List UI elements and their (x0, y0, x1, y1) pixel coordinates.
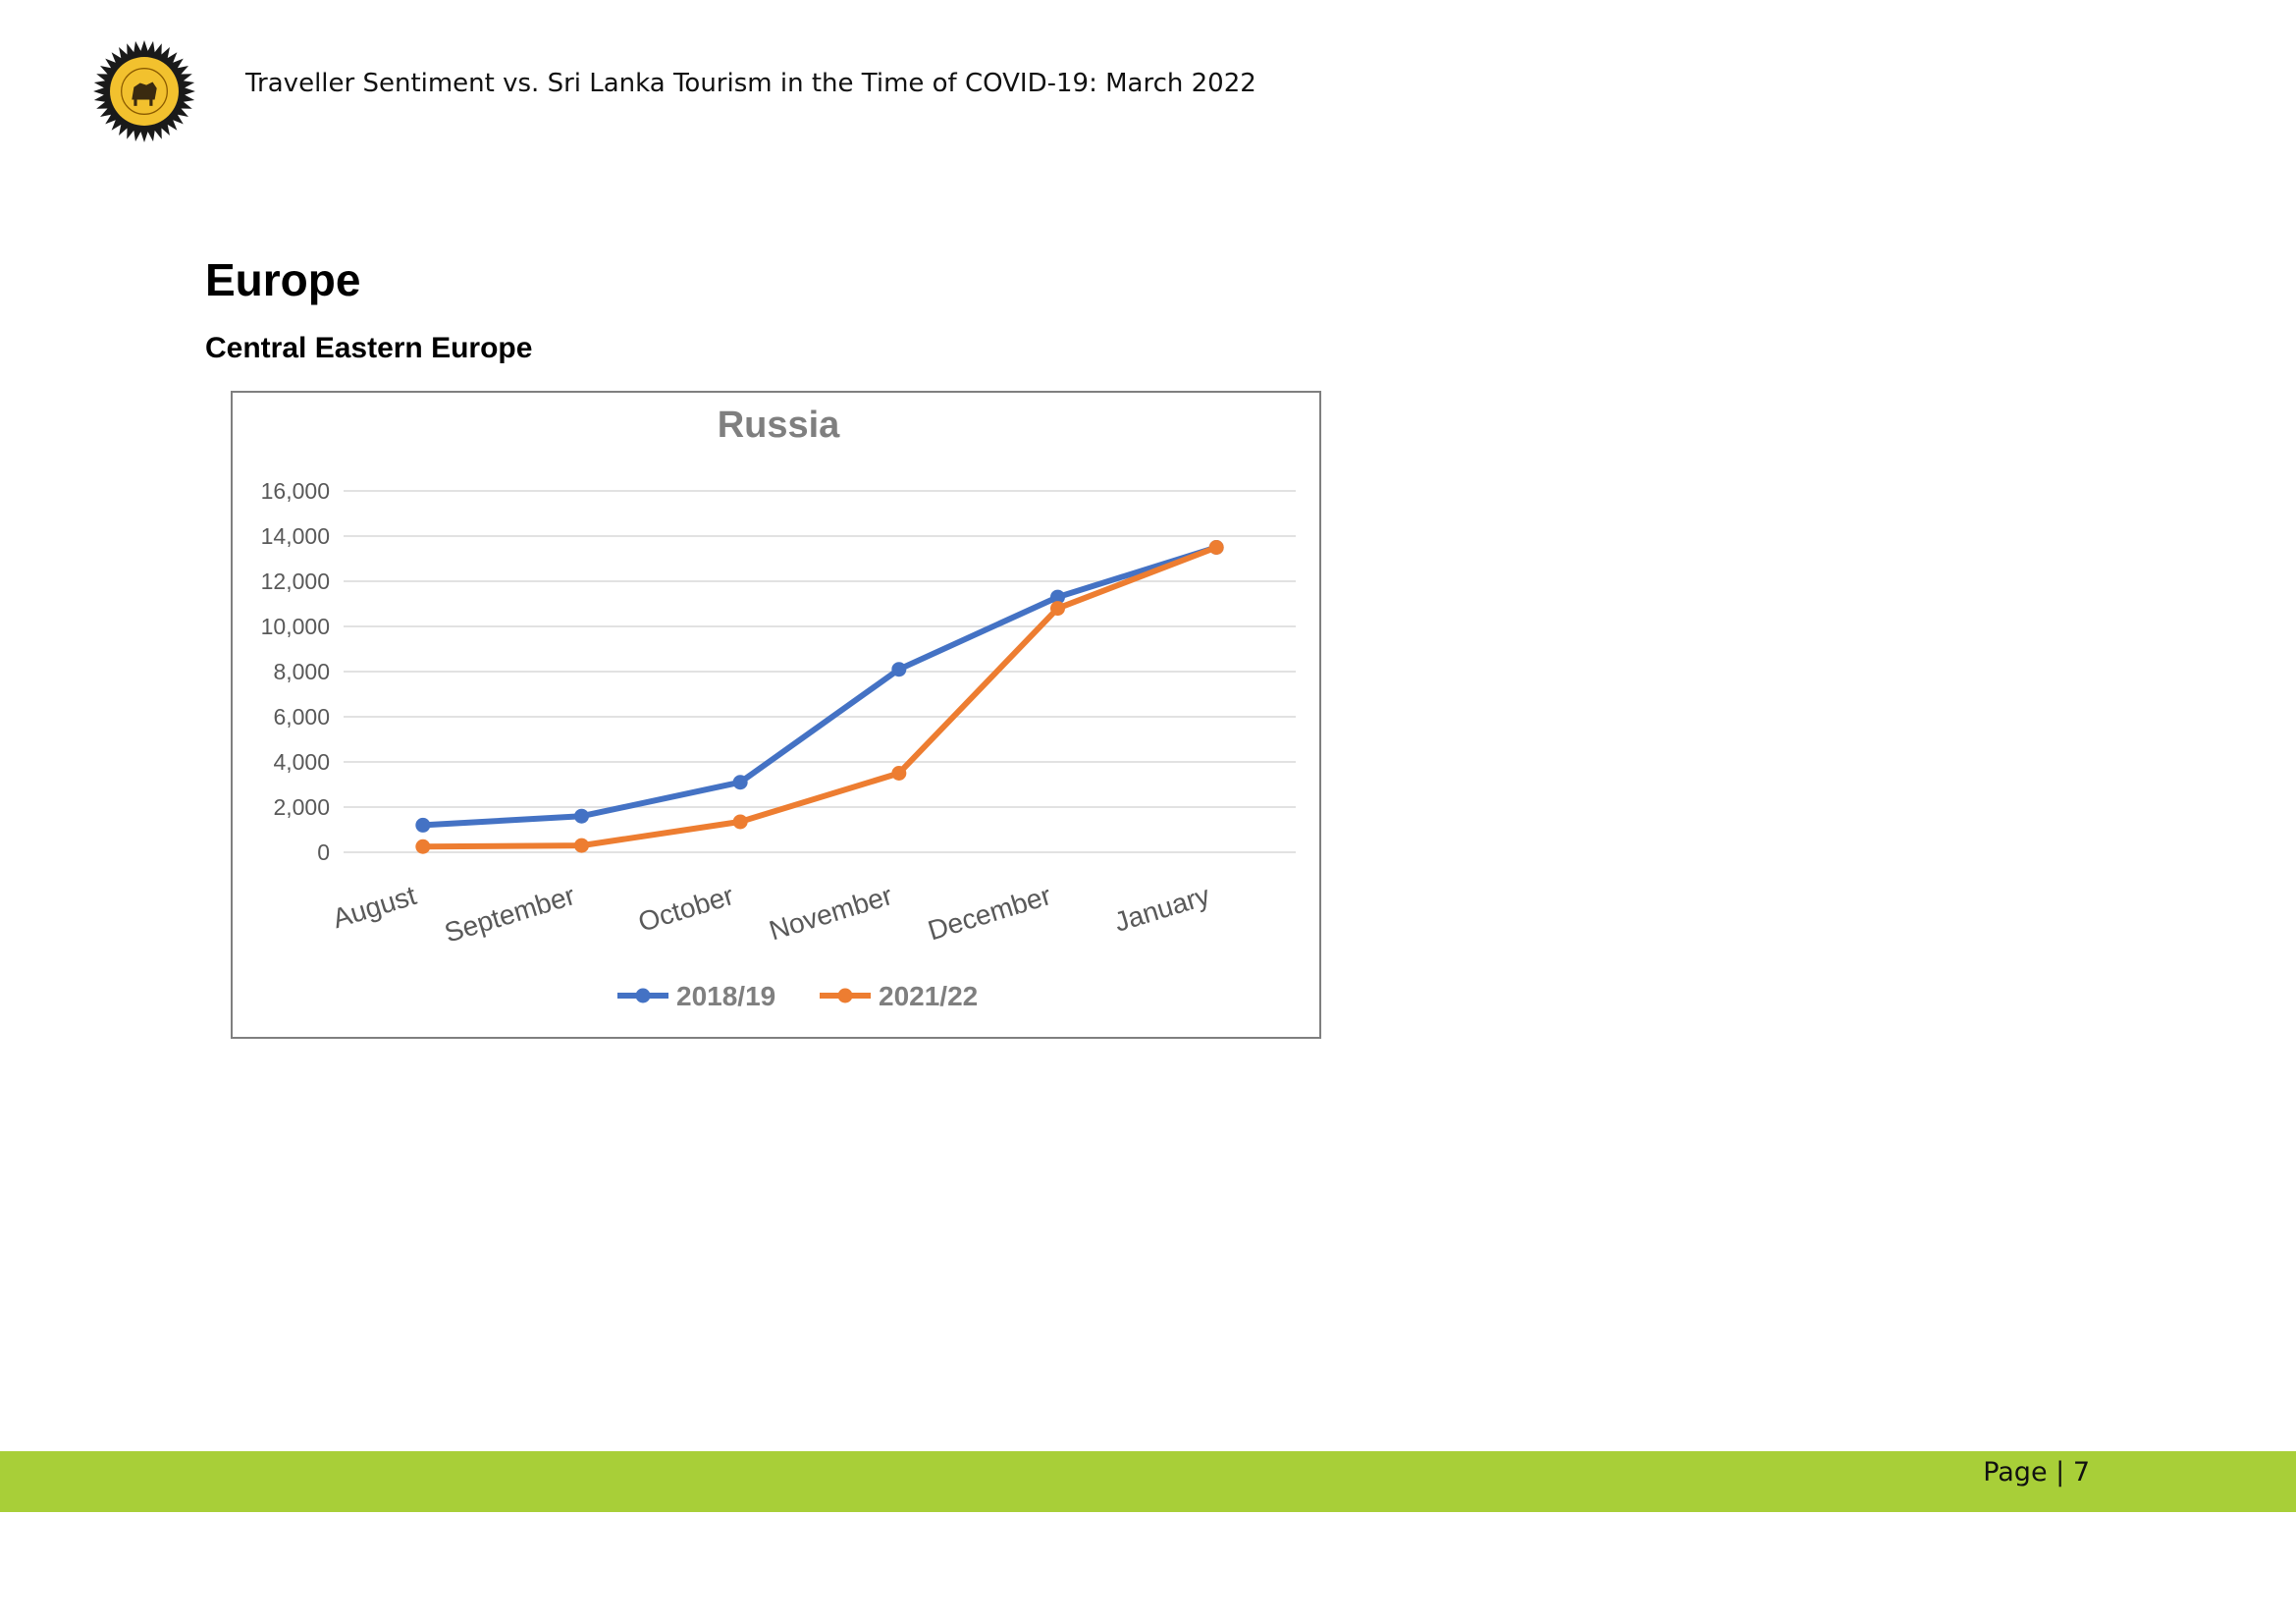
series-line-1 (419, 544, 1220, 829)
section-title: Europe (205, 254, 361, 305)
data-point (732, 814, 748, 830)
x-tick-label: November (766, 880, 896, 946)
y-tick-label: 14,000 (261, 523, 330, 549)
data-point (574, 838, 589, 853)
sri-lanka-tourism-emblem-icon (93, 40, 195, 142)
page-number: Page | 7 (1983, 1457, 2090, 1488)
russia-line-chart: Russia 0 2,000 4,000 6,000 8,000 10,000 12,000… (261, 405, 1296, 1011)
data-point (891, 662, 907, 677)
subsection-title: Central Eastern Europe (205, 332, 533, 364)
data-point (891, 766, 907, 781)
legend-label: 2021/22 (879, 981, 978, 1011)
x-tick-label: August (329, 880, 420, 934)
y-tick-label: 8,000 (273, 659, 330, 684)
y-tick-label: 2,000 (273, 794, 330, 820)
data-point (1050, 601, 1065, 617)
x-tick-label: September (441, 880, 578, 948)
chart-title: Russia (718, 405, 840, 446)
footer-band (0, 1451, 2296, 1512)
data-point (415, 817, 431, 833)
data-point (574, 808, 589, 824)
russia-chart-frame: Russia 0 2,000 4,000 6,000 8,000 10,000 12,000… (231, 391, 1321, 1039)
x-tick-label: January (1111, 880, 1213, 938)
legend-swatch-marker (635, 988, 651, 1003)
data-point (415, 839, 431, 854)
legend-label: 2018/19 (676, 981, 775, 1011)
x-tick-label: October (635, 880, 737, 938)
y-tick-label: 12,000 (261, 568, 330, 594)
series-line-2 (419, 544, 1220, 850)
data-point (1050, 589, 1065, 605)
legend-swatch-marker (837, 988, 853, 1003)
y-tick-label: 16,000 (261, 478, 330, 504)
y-tick-label: 0 (317, 839, 330, 865)
x-tick-label: December (925, 880, 1055, 946)
y-tick-label: 10,000 (261, 614, 330, 639)
data-point (732, 775, 748, 790)
y-tick-label: 4,000 (273, 749, 330, 775)
y-tick-label: 6,000 (273, 704, 330, 730)
data-point (1208, 540, 1224, 555)
document-header-title: Traveller Sentiment vs. Sri Lanka Touris… (245, 69, 1256, 98)
